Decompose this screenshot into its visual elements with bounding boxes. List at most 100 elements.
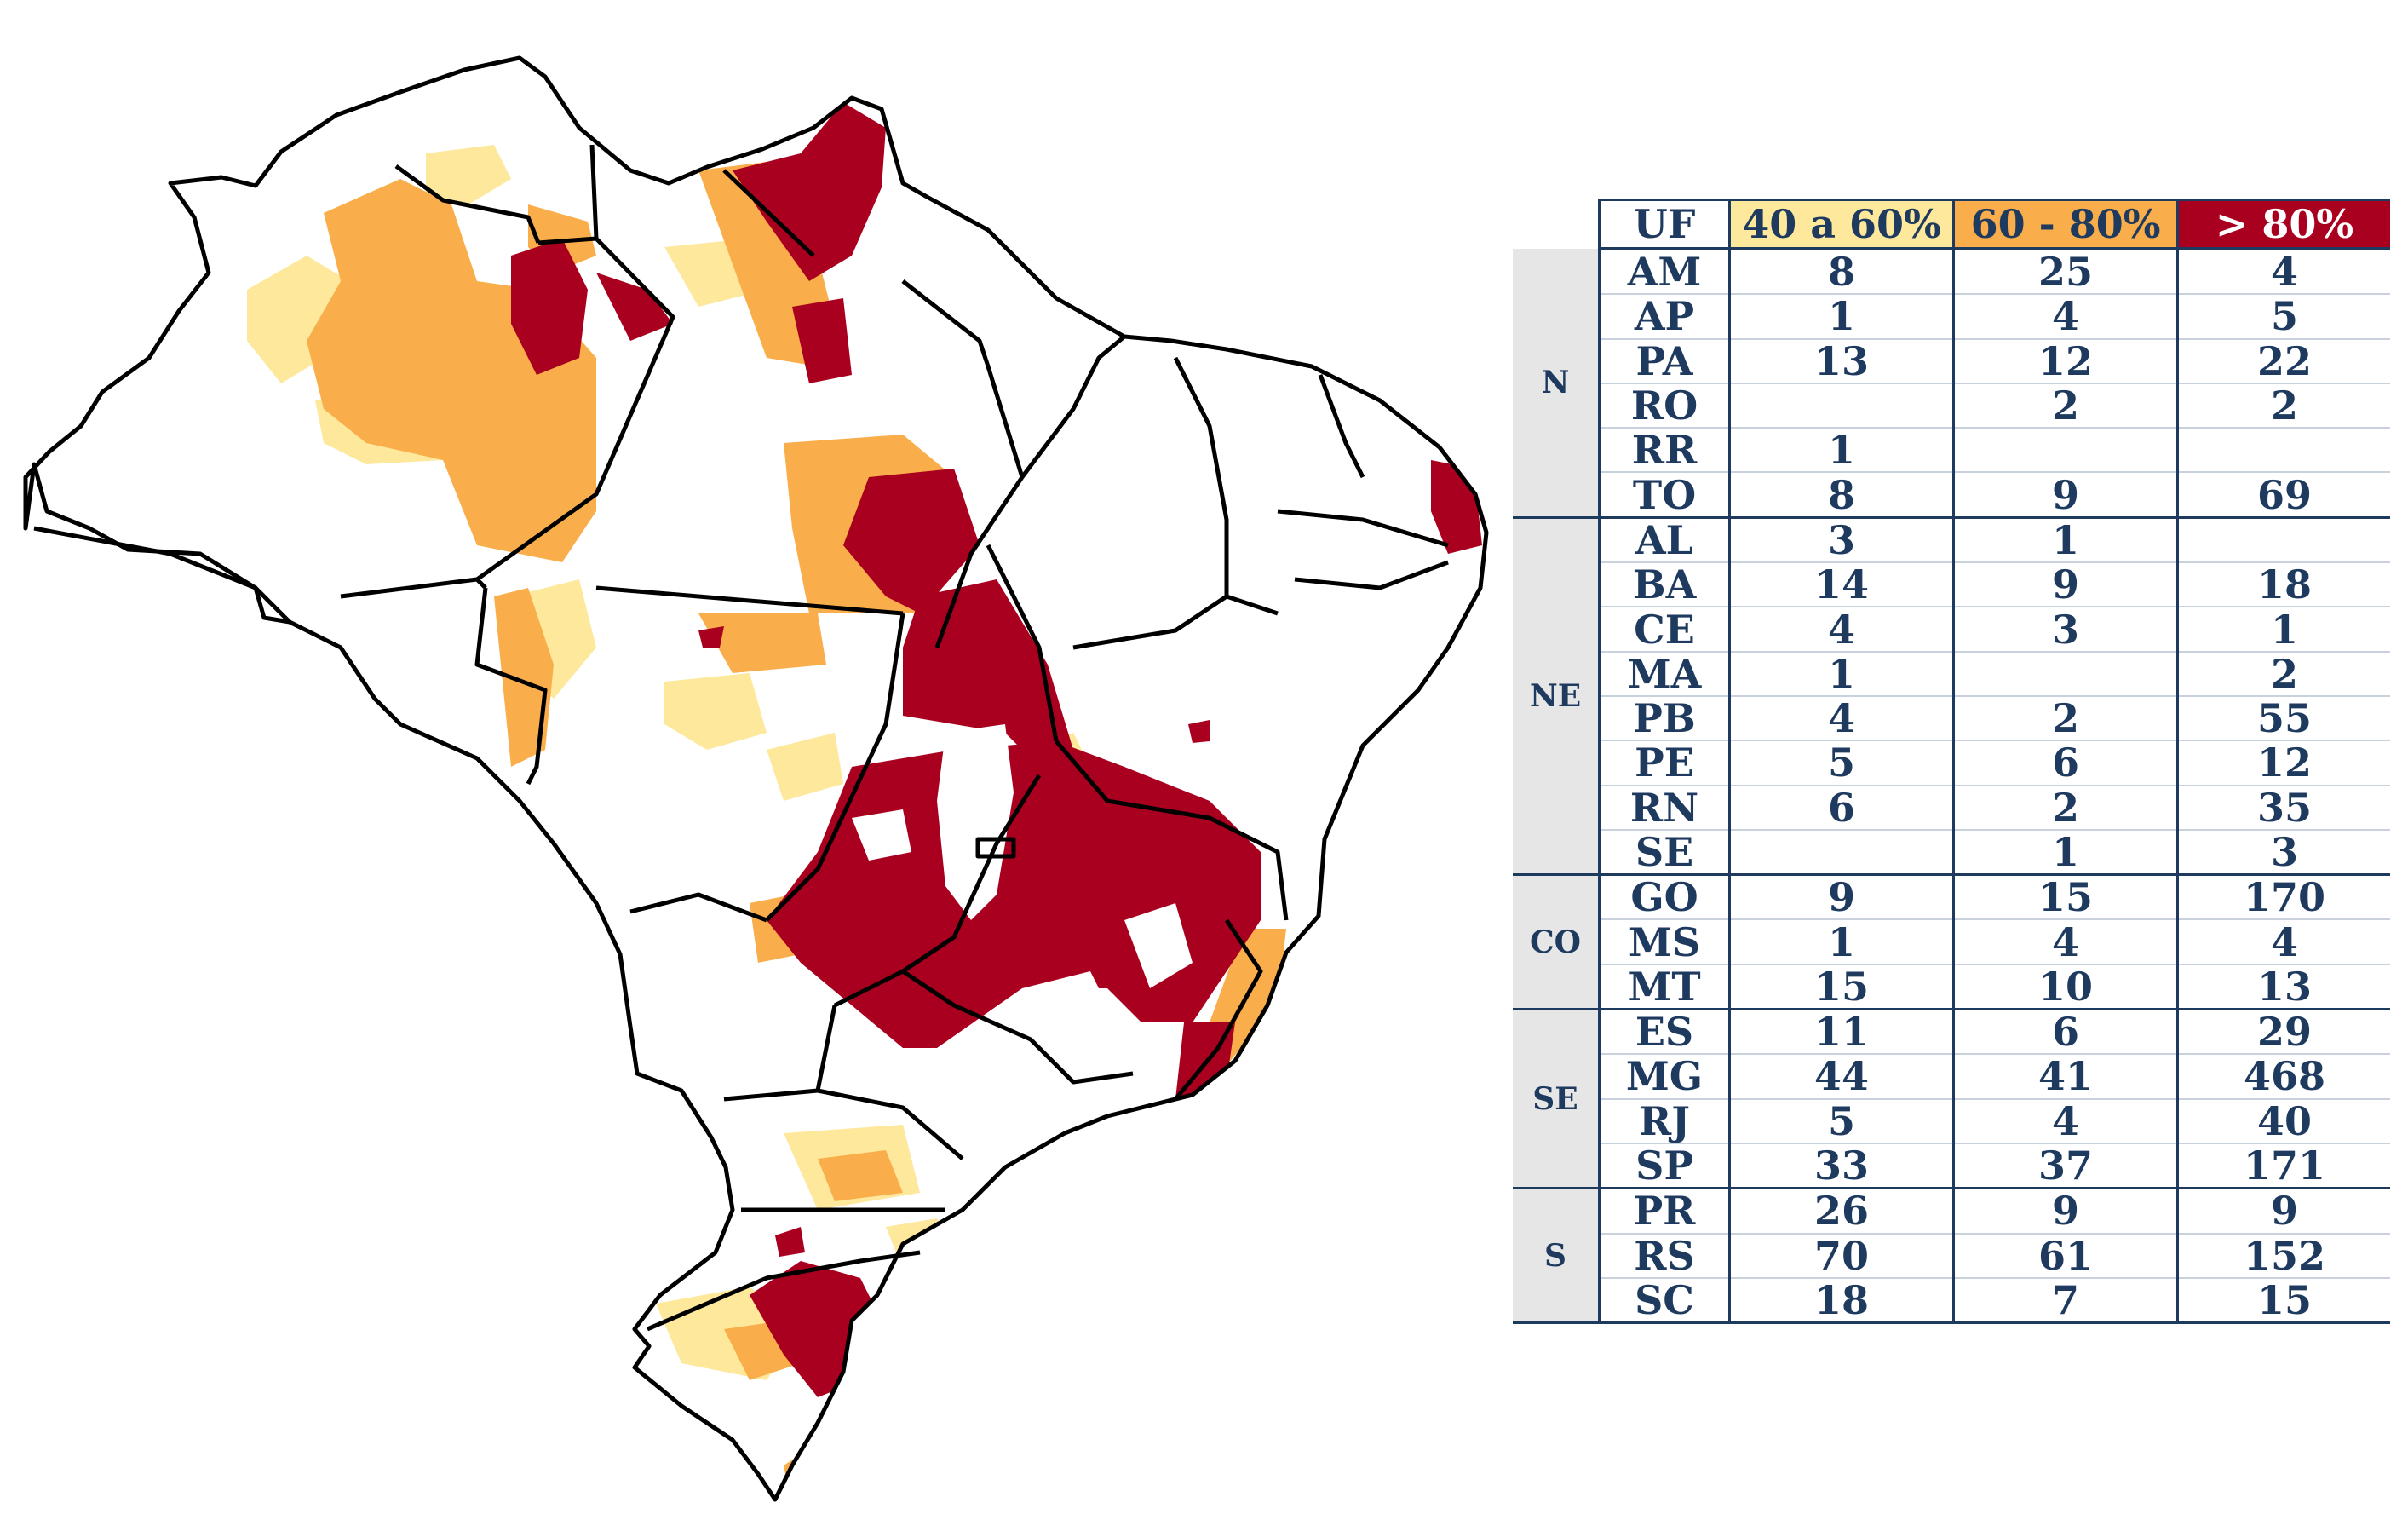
cell-uf: RR [1599,428,1731,474]
table-row-pa: PA 13 12 22 [1513,338,2390,384]
border-to-ba [986,544,1059,742]
border-df [975,837,1016,859]
cell-uf: TO [1599,472,1731,519]
cell-class-40-60: 44 [1729,1054,1955,1100]
area-high-sc [775,1227,805,1257]
table-row-rj: RJ 5 4 40 [1513,1098,2390,1144]
cell-class-60-80: 4 [1953,1098,2179,1144]
table-row-to: TO 8 9 69 [1513,472,2390,519]
cell-uf: MS [1599,919,1731,965]
cell-uf: ES [1599,1009,1731,1056]
cell-class-60-80: 25 [1953,249,2179,296]
cell-class-above-80: 9 [2177,1188,2390,1235]
border-go-mg [901,774,1042,974]
cell-class-above-80: 55 [2177,695,2390,742]
cell-class-60-80: 4 [1953,919,2179,965]
cell-class-above-80: 5 [2177,294,2390,340]
table-row-rr: RR 1 [1513,428,2390,474]
cell-class-60-80: 2 [1953,785,2179,831]
cell-uf: PB [1599,695,1731,742]
cell-class-40-60: 18 [1729,1277,1955,1325]
cell-class-60-80: 3 [1953,607,2179,653]
area-none-mg [1022,971,1116,1074]
area-mid-mt-north [698,613,826,673]
border-mt-go [765,613,905,922]
area-high-ap [733,102,886,281]
region-label: SE [1513,1009,1601,1190]
cell-class-40-60: 26 [1729,1188,1955,1235]
table-row-al: NE AL 3 1 [1513,517,2390,877]
area-low-rr [426,145,511,204]
border-pa-mt [595,585,904,616]
cell-class-40-60: 1 [1729,294,1955,340]
cell-uf: RO [1599,383,1731,429]
cell-class-60-80: 10 [1953,964,2179,1011]
cell-uf: AL [1599,517,1731,564]
cell-class-above-80: 2 [2177,383,2390,429]
cell-uf: BA [1599,562,1731,608]
cell-class-40-60: 15 [1729,964,1955,1011]
cell-class-40-60: 13 [1729,338,1955,384]
cell-uf: RN [1599,785,1731,831]
area-none-mg-east [1124,903,1193,988]
cell-uf: PA [1599,338,1731,384]
area-high-pa-spot [698,626,724,648]
cell-class-60-80: 9 [1953,472,2179,519]
header-class-40-60: 40 a 60% [1728,199,1955,250]
cell-class-above-80: 35 [2177,785,2390,831]
cell-uf: CE [1599,607,1731,653]
cell-uf: AM [1599,249,1731,296]
cell-class-above-80: 18 [2177,562,2390,608]
region-label: S [1513,1188,1601,1325]
cell-class-40-60: 4 [1729,695,1955,742]
cell-class-60-80: 61 [1953,1233,2179,1279]
cell-uf: MG [1599,1054,1731,1100]
cell-uf: MT [1599,964,1731,1011]
cell-class-60-80 [1953,428,2179,474]
cell-class-40-60 [1729,829,1955,877]
cell-class-above-80: 4 [2177,249,2390,296]
uf-class-table: UF 40 a 60% 60 - 80% > 80% N AM 8 25 4 AP 1 4 5 P… [1513,199,2390,1325]
cell-class-40-60: 70 [1729,1233,1955,1279]
border-ma-pi [1020,335,1126,479]
table-row-am: N AM 8 25 4 [1513,249,2390,519]
cell-class-40-60: 8 [1729,249,1955,296]
table-row-es: SE ES 11 6 29 [1513,1009,2390,1190]
table-row-sp: SP 33 37 171 [1513,1143,2390,1190]
border-ce-rn [1318,374,1365,479]
area-none-go-west [852,809,911,861]
border-pb-pe [1277,509,1449,548]
cell-class-40-60: 8 [1729,472,1955,519]
cell-class-40-60 [1729,383,1955,429]
cell-uf: MA [1599,651,1731,697]
area-high-ba-spot [1188,720,1210,743]
table-header-row: UF 40 a 60% 60 - 80% > 80% [1513,199,2390,250]
cell-class-above-80: 171 [2177,1143,2390,1190]
cell-class-above-80: 22 [2177,338,2390,384]
border-rr-pa [589,144,599,239]
cell-class-40-60: 1 [1729,919,1955,965]
table-row-rs: RS 70 61 152 [1513,1233,2390,1279]
cell-class-above-80: 3 [2177,829,2390,877]
area-mid-mt [494,588,554,767]
cell-class-40-60: 1 [1729,428,1955,474]
table-row-ma: MA 1 2 [1513,651,2390,697]
table-body: N AM 8 25 4 AP 1 4 5 PA 13 12 22 RO 2 2 RR 1 TO 8 9 69 NE AL 3 1 B… [1513,249,2390,1325]
area-high-pa-coast [596,273,673,341]
cell-class-60-80: 6 [1953,740,2179,786]
area-mid-pr [818,1150,903,1201]
cell-class-40-60: 1 [1729,651,1955,697]
cell-class-40-60: 9 [1729,874,1955,921]
cell-class-60-80: 15 [1953,874,2179,921]
cell-uf: SE [1599,829,1731,877]
border-sc-rs [647,1250,921,1332]
cell-class-above-80: 2 [2177,651,2390,697]
cell-uf: SP [1599,1143,1731,1190]
table-row-ba: BA 14 9 18 [1513,562,2390,608]
border-am-pa [475,236,675,582]
cell-class-above-80: 468 [2177,1054,2390,1100]
cell-class-60-80: 7 [1953,1277,2179,1325]
border-mt-ms [629,892,767,923]
header-class-60-80: 60 - 80% [1952,199,2179,250]
cell-class-above-80: 29 [2177,1009,2390,1056]
